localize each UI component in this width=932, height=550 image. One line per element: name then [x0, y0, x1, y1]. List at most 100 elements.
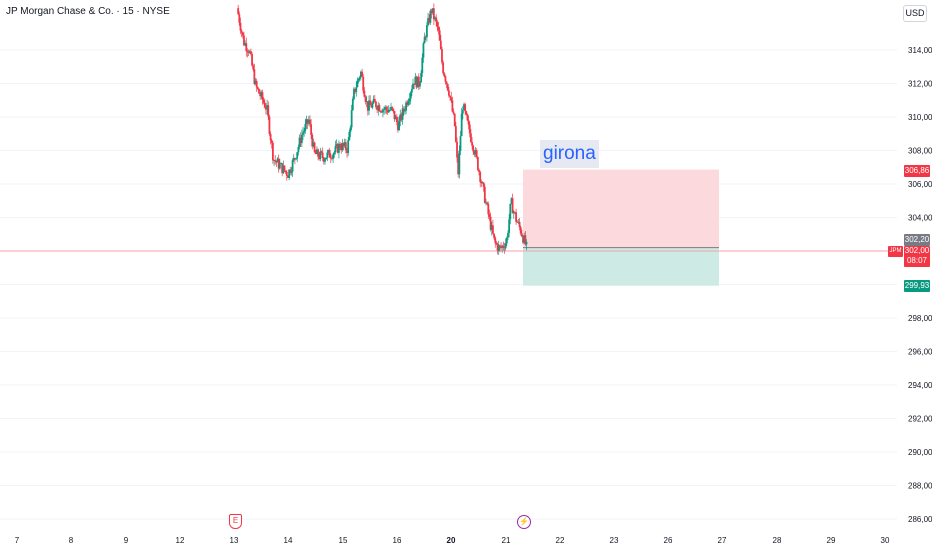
candle-body	[269, 133, 272, 141]
stop-price-tag: 306,86	[904, 165, 930, 177]
candle-body	[258, 88, 260, 94]
candle-body	[305, 119, 308, 125]
candle-body	[421, 57, 424, 73]
candle-body	[268, 116, 271, 134]
candle-body	[444, 76, 447, 82]
candle-body	[399, 114, 402, 121]
candle-body	[520, 233, 523, 237]
candle-body	[427, 18, 429, 26]
candle-body	[316, 149, 318, 155]
candle-body	[275, 161, 278, 163]
candle-body	[248, 51, 251, 53]
candle-body	[475, 150, 478, 158]
candle-body	[432, 8, 435, 20]
candlestick-series	[237, 3, 528, 255]
candle-body	[473, 151, 476, 155]
candle-body	[492, 225, 494, 234]
candle-body	[434, 17, 436, 20]
candle-body	[318, 156, 321, 159]
candle-body	[296, 152, 299, 159]
candle-body	[295, 158, 297, 160]
candle-body	[246, 50, 249, 52]
candle-body	[332, 154, 335, 159]
candle-body	[312, 142, 315, 147]
currency-button[interactable]: USD	[903, 5, 927, 22]
candle-body	[437, 26, 440, 31]
candle-body	[338, 143, 340, 153]
candle-body	[516, 221, 519, 223]
candle-body	[474, 150, 477, 155]
candle-body	[380, 111, 383, 113]
candle-body	[253, 69, 256, 84]
stop-zone	[523, 169, 719, 248]
candle-body	[321, 152, 324, 158]
candle-body	[490, 225, 493, 230]
candle-body	[310, 124, 313, 135]
price-axis[interactable]: 314,00 312,00 310,00 308,00 306,00 304,00 298,…	[908, 46, 932, 524]
candle-body	[377, 105, 380, 111]
candle-body	[423, 36, 426, 44]
candle-body	[436, 21, 439, 27]
candle-body	[419, 82, 421, 87]
time-axis[interactable]: 7 8 9 12 13 14 15 16 20 21 22 23 26 27 28 29 30	[15, 536, 890, 545]
candle-body	[518, 221, 521, 228]
candle-body	[364, 96, 367, 102]
candle-body	[400, 114, 403, 120]
candle-body	[261, 92, 264, 100]
candle-body	[357, 78, 360, 81]
candle-body	[390, 106, 392, 110]
candle-body	[270, 140, 273, 144]
position-tool[interactable]	[0, 169, 903, 286]
candle-body	[451, 100, 454, 112]
candle-body	[412, 83, 414, 90]
candle-body	[307, 119, 310, 124]
time-tick-label: 7	[15, 536, 20, 545]
time-tick-label: 29	[827, 536, 836, 545]
candle-body	[391, 106, 394, 109]
candle-body	[426, 25, 428, 38]
candle-body	[265, 107, 267, 110]
candle-body	[431, 8, 434, 13]
candle-body	[488, 214, 491, 217]
candle-body	[467, 120, 470, 125]
candle-body	[388, 109, 391, 111]
candle-body	[514, 211, 516, 213]
candle-body	[383, 109, 385, 111]
candle-body	[302, 132, 304, 135]
candle-body	[483, 186, 486, 203]
dividend-icon[interactable]: ⚡	[517, 515, 531, 529]
candle-body	[366, 101, 369, 111]
candle-body	[457, 157, 460, 175]
time-tick-label: 9	[124, 536, 129, 545]
candle-body	[243, 35, 245, 46]
candle-body	[361, 71, 363, 77]
candle-body	[255, 80, 258, 88]
candle-body	[324, 159, 326, 162]
last-price-tag: 302,00 08:07	[904, 246, 930, 267]
time-tick-label: 22	[556, 536, 565, 545]
time-tick-label: 14	[284, 536, 293, 545]
target-price-tag: 299,93	[904, 280, 930, 292]
candle-body	[501, 245, 504, 248]
candle-body	[311, 134, 314, 147]
candle-body	[495, 242, 498, 245]
candle-body	[417, 76, 420, 87]
candle-body	[505, 237, 508, 244]
position-label[interactable]: girona	[540, 140, 599, 168]
candle-body	[519, 227, 522, 234]
price-tick-label: 294,00	[908, 381, 932, 390]
candle-body	[368, 100, 370, 111]
candle-body	[385, 107, 388, 110]
candle-body	[442, 62, 445, 74]
candle-body	[369, 100, 372, 105]
candle-body	[281, 163, 284, 174]
candle-body	[410, 89, 413, 93]
candle-body	[454, 125, 457, 142]
candle-body	[413, 83, 416, 85]
symbol-title[interactable]: JP Morgan Chase & Co. · 15 · NYSE	[6, 6, 170, 17]
candle-body	[414, 76, 417, 85]
candle-body	[372, 98, 375, 104]
earnings-icon[interactable]: E	[229, 514, 242, 529]
candle-body	[439, 40, 442, 50]
